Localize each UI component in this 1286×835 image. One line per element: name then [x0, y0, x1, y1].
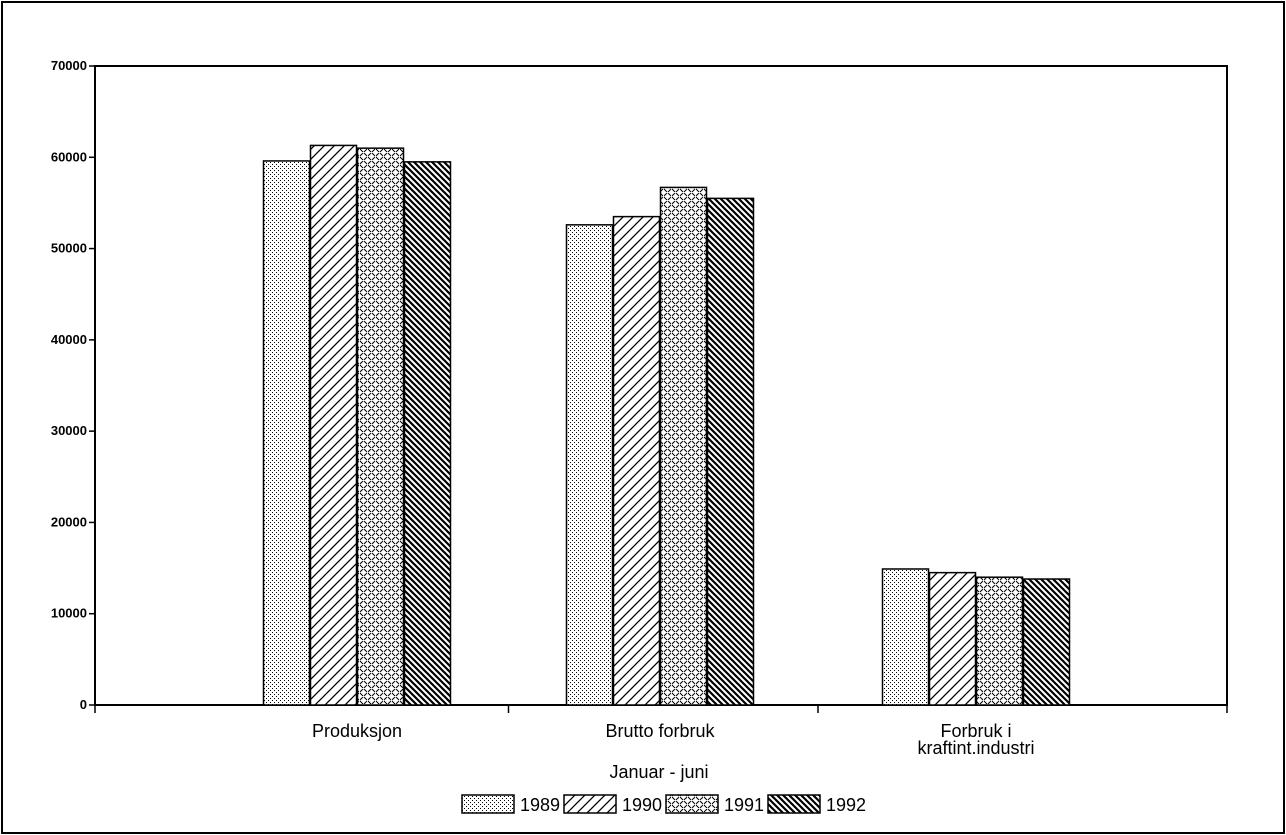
bar-1990-cat-2: [928, 571, 977, 706]
x-axis-title: Januar - juni: [609, 762, 708, 782]
bar-1990-cat-0: [309, 144, 358, 706]
bar-1989-cat-1: [565, 224, 614, 706]
legend-label-1991: 1991: [724, 795, 764, 815]
bar-1990-cat-1: [612, 215, 661, 706]
x-tick-label-2: Forbruk i kraftint.industri: [917, 721, 1034, 758]
bars-group: [262, 144, 1071, 706]
legend-label-1990: 1990: [622, 795, 662, 815]
y-tick-label-3: 30000: [51, 423, 87, 438]
y-tick-label-6: 60000: [51, 149, 87, 164]
y-tick-label-4: 40000: [51, 332, 87, 347]
bar-1991-cat-2: [975, 576, 1024, 706]
legend-swatch-1991: [665, 794, 719, 814]
bar-1991-cat-1: [659, 186, 708, 706]
x-axis: Produksjon Brutto forbruk Forbruk i kraftin…: [94, 705, 1228, 758]
legend-swatch-1989: [461, 794, 515, 814]
x-tick-label-1: Brutto forbruk: [605, 721, 715, 741]
y-tick-label-1: 10000: [51, 606, 87, 621]
y-tick-label-7: 70000: [51, 58, 87, 73]
bar-1992-cat-2: [1022, 578, 1071, 706]
legend-swatch-1990: [563, 794, 617, 814]
legend-label-1992: 1992: [826, 795, 866, 815]
y-tick-label-0: 0: [80, 697, 87, 712]
bar-1989-cat-2: [881, 568, 930, 706]
y-tick-label-2: 20000: [51, 514, 87, 529]
legend: 1989 1990 1991 1992: [461, 794, 866, 815]
y-tick-label-5: 50000: [51, 241, 87, 256]
x-tick-label-0: Produksjon: [312, 721, 402, 741]
legend-label-1989: 1989: [520, 795, 560, 815]
bar-1989-cat-0: [262, 160, 311, 706]
bar-1991-cat-0: [356, 147, 405, 706]
bar-1992-cat-0: [403, 161, 452, 706]
y-axis: 0 10000 20000 30000 40000 50000 60000 70000: [51, 58, 95, 712]
legend-swatch-1992: [767, 794, 821, 814]
bar-1992-cat-1: [706, 197, 755, 706]
